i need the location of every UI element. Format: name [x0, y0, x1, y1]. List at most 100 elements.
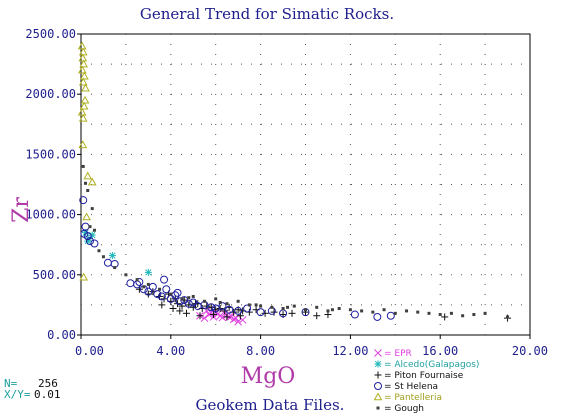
data-point [180, 297, 184, 301]
data-point [77, 65, 87, 74]
data-point [135, 278, 139, 282]
data-point [81, 83, 90, 92]
data-point [79, 272, 89, 281]
data-point [135, 278, 144, 287]
data-point [288, 309, 296, 317]
y-axis-label: Zr [9, 197, 34, 223]
y-tick-label: 1500.00 [25, 147, 76, 161]
series-piton-fournaise [135, 285, 512, 322]
data-point [78, 77, 88, 86]
data-point [270, 305, 274, 309]
data-point [86, 189, 90, 193]
y-tick-label: 2000.00 [25, 87, 76, 101]
data-point [382, 308, 386, 312]
data-point [416, 310, 420, 314]
data-point [81, 164, 85, 168]
data-point [207, 303, 216, 312]
data-point [90, 239, 99, 248]
data-point [472, 313, 476, 317]
data-point [218, 302, 227, 311]
data-point [124, 273, 128, 277]
data-point [214, 297, 218, 301]
legend: = EPR= Alcedo(Galapagos)= Piton Fournais… [373, 349, 479, 414]
legend-label: = St Helena [384, 382, 438, 392]
data-point [326, 309, 330, 313]
data-point [158, 287, 162, 291]
data-point [79, 196, 88, 205]
data-point [315, 305, 319, 309]
data-point [189, 303, 197, 311]
series-gough [81, 164, 510, 319]
data-point [83, 171, 93, 180]
data-point [373, 312, 382, 321]
data-point [225, 302, 229, 306]
data-point [184, 299, 193, 308]
data-point [87, 177, 97, 186]
data-point [449, 311, 453, 315]
y-tick-label: 0.00 [47, 328, 76, 342]
legend-item: = Alcedo(Galapagos) [374, 360, 479, 370]
data-point [234, 317, 243, 326]
x-axis-label: MgO [241, 364, 296, 389]
xy-label: X/Y= [4, 388, 31, 401]
y-tick-label: 500.00 [33, 268, 76, 282]
data-point [427, 311, 431, 315]
grid-lines [81, 34, 530, 335]
data-point [243, 304, 252, 313]
data-point [371, 310, 375, 314]
data-point [77, 107, 87, 116]
data-point [330, 308, 334, 312]
data-point [103, 258, 112, 267]
data-point [218, 300, 222, 304]
stats-box: N= 256 X/Y= 0.01 [4, 377, 61, 401]
legend-marker [374, 349, 382, 357]
legend-marker [374, 371, 382, 379]
axis-ticks: 0.00 500.00 1000.00 1500.00 2000.00 2500.00 0.… [25, 27, 548, 358]
data-point [360, 309, 364, 313]
data-point [438, 313, 442, 317]
data-point [144, 268, 152, 276]
data-point [144, 287, 153, 296]
data-point [158, 301, 166, 309]
data-point [80, 95, 90, 104]
data-point [350, 310, 359, 319]
data-point [225, 305, 234, 314]
legend-marker [374, 360, 382, 368]
data-point [169, 292, 173, 296]
legend-label: = Piton Fournaise [384, 371, 464, 381]
data-point [85, 237, 94, 246]
x-tick-label: 12.00 [332, 344, 368, 358]
legend-label: = Pantelleria [384, 393, 442, 403]
data-point [142, 285, 146, 289]
data-point [236, 299, 240, 303]
series-alcedo-galapagos- [81, 229, 152, 276]
data-point [78, 53, 88, 62]
data-point [393, 311, 397, 315]
data-point [77, 41, 87, 50]
x-tick-label: 4.00 [156, 344, 185, 358]
data-point [211, 304, 220, 313]
data-point [169, 305, 177, 313]
data-point [234, 306, 243, 315]
data-point [196, 312, 204, 320]
data-point [81, 222, 90, 231]
data-point [113, 266, 117, 270]
y-tick-label: 1000.00 [25, 208, 76, 222]
data-point [223, 313, 231, 321]
data-point [261, 309, 269, 317]
n-label: N= [4, 377, 18, 390]
data-point [108, 252, 116, 260]
xy-value: 0.01 [34, 388, 61, 401]
data-point [259, 304, 263, 308]
data-point [187, 296, 191, 300]
data-point [148, 282, 157, 291]
legend-item: = St Helena [374, 382, 438, 392]
legend-label: = Alcedo(Galapagos) [384, 360, 479, 370]
data-point [126, 279, 135, 288]
data-point [160, 275, 169, 284]
x-tick-label: 0.00 [75, 344, 104, 358]
data-point [286, 305, 290, 309]
data-point [80, 71, 89, 80]
data-point [461, 314, 465, 318]
